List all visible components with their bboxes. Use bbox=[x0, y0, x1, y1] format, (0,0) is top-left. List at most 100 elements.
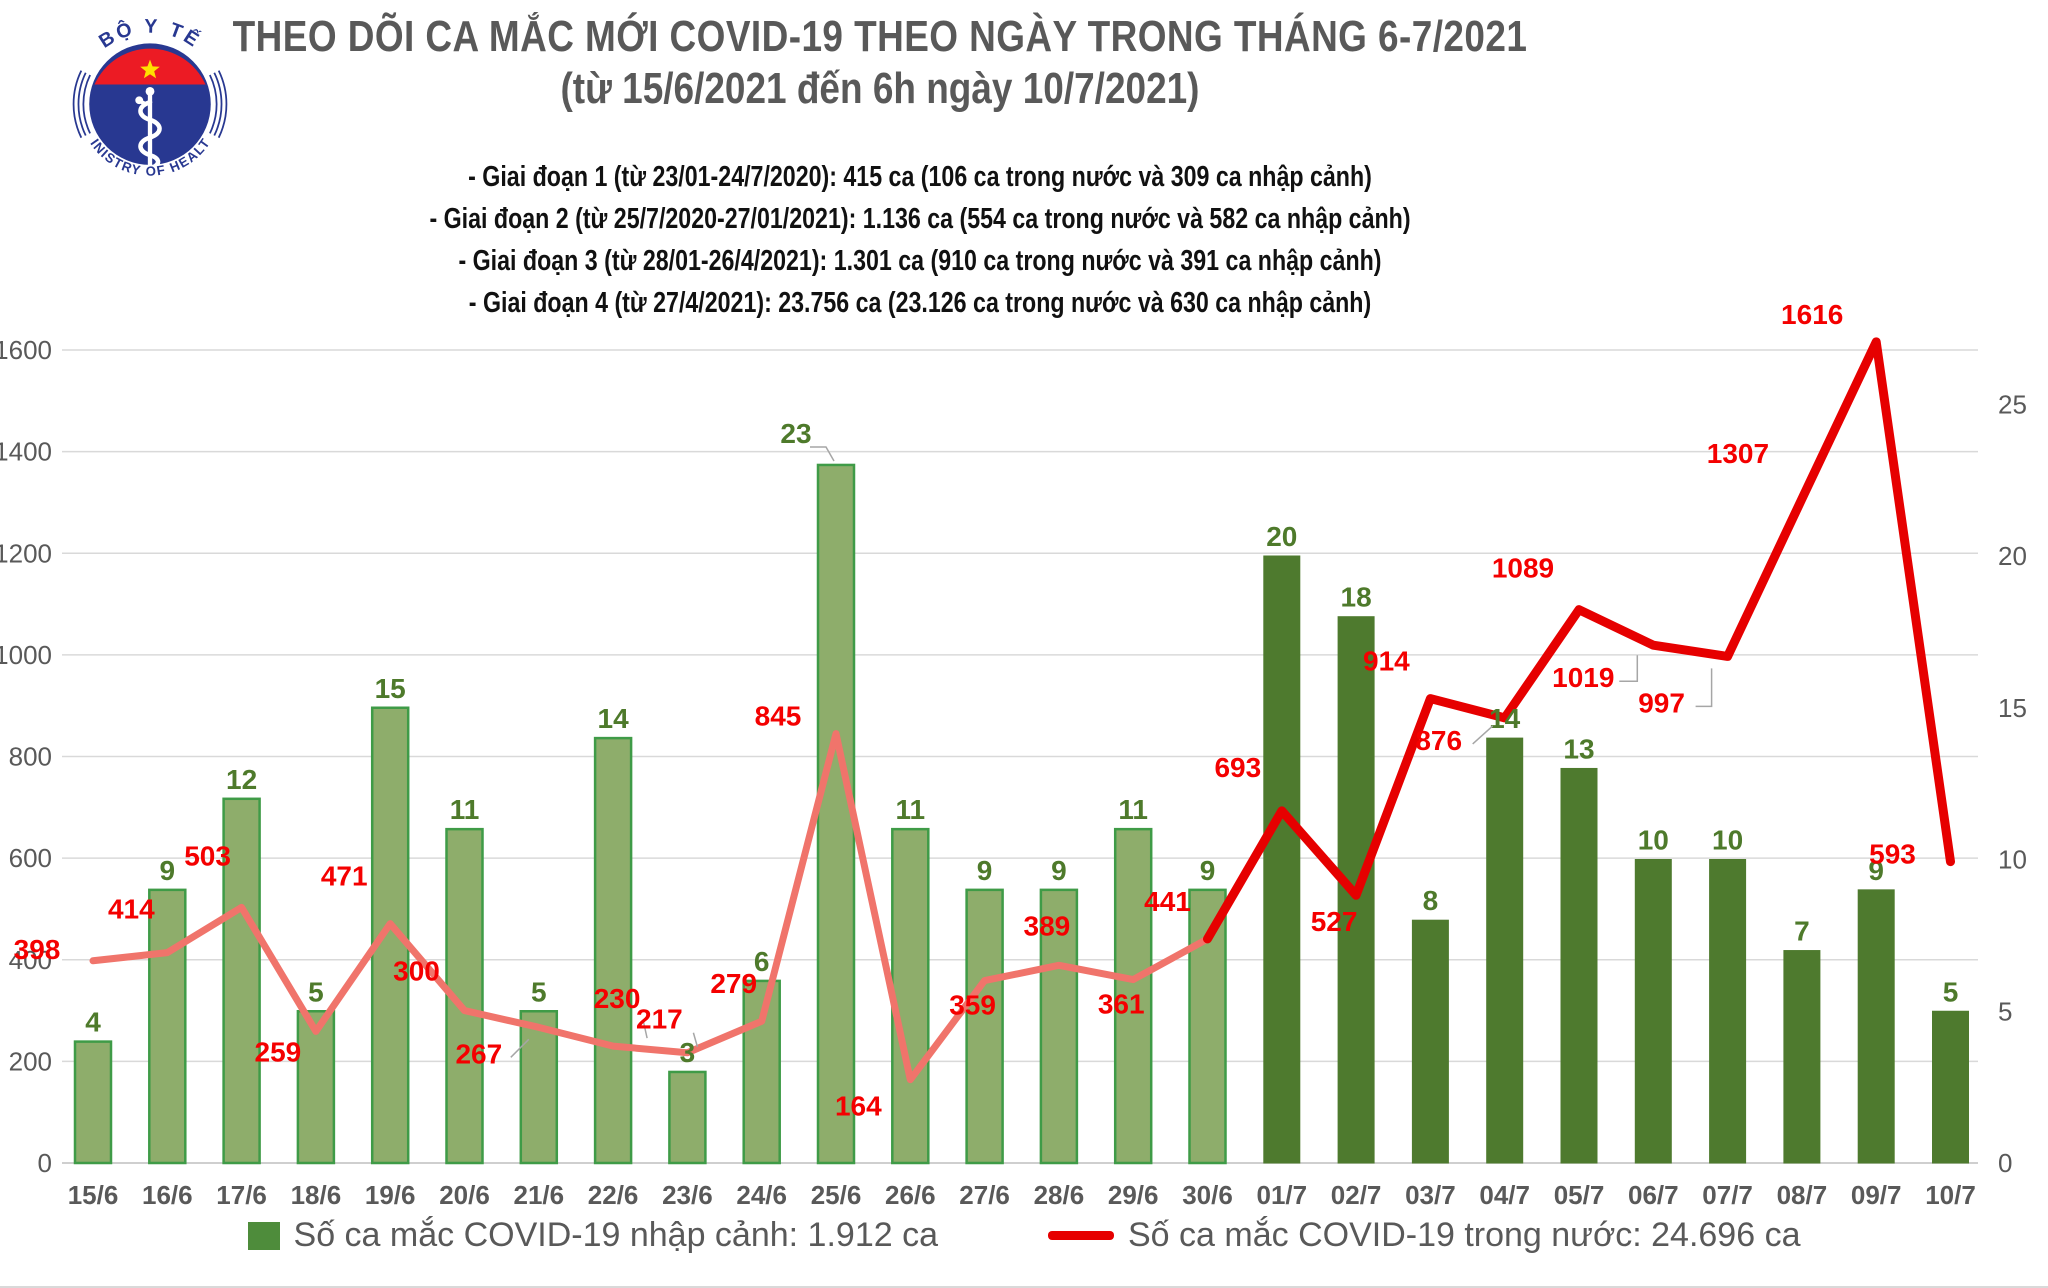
right-axis-tick: 0 bbox=[1998, 1148, 2012, 1178]
bar-22/6 bbox=[593, 736, 633, 1165]
legend-bar-label: Số ca mắc COVID-19 nhập cảnh: 1.912 ca bbox=[293, 1216, 938, 1254]
right-axis-tick: 20 bbox=[1998, 541, 2027, 571]
bar-value-label: 9 bbox=[160, 855, 176, 886]
right-axis-tick: 10 bbox=[1998, 845, 2027, 875]
line-value-label: 876 bbox=[1415, 725, 1462, 756]
ministry-of-health-logo: BỘ Y TẾ MINISTRY OF HEALTH bbox=[52, 8, 228, 179]
x-axis-label: 19/6 bbox=[365, 1180, 416, 1210]
line-value-label: 398 bbox=[14, 934, 61, 965]
line-value-label: 361 bbox=[1098, 989, 1145, 1020]
x-axis-label: 03/7 bbox=[1405, 1180, 1456, 1210]
left-axis-tick: 600 bbox=[9, 843, 52, 873]
bar-value-label: 12 bbox=[226, 764, 257, 795]
label-leader bbox=[1695, 668, 1713, 708]
x-axis-label: 25/6 bbox=[811, 1180, 862, 1210]
line-value-label: 593 bbox=[1869, 839, 1916, 870]
line-value-label: 503 bbox=[184, 840, 231, 871]
x-axis-label: 16/6 bbox=[142, 1180, 193, 1210]
x-axis-label: 26/6 bbox=[885, 1180, 936, 1210]
line-value-label: 279 bbox=[710, 968, 757, 999]
line-value-label: 389 bbox=[1024, 910, 1071, 941]
bar-value-label: 6 bbox=[754, 946, 770, 977]
bar-08/7 bbox=[1783, 950, 1821, 1164]
bar-07/7 bbox=[1709, 859, 1747, 1164]
logo-side-arcs-icon bbox=[72, 70, 228, 139]
line-value-label: 259 bbox=[255, 1036, 302, 1067]
bar-26/6 bbox=[891, 827, 930, 1165]
legend: Số ca mắc COVID-19 nhập cảnh: 1.912 ca S… bbox=[0, 1216, 2048, 1255]
bar-06/7 bbox=[1634, 859, 1672, 1164]
bar-05/7 bbox=[1560, 767, 1598, 1164]
label-leader bbox=[692, 1032, 699, 1047]
line-value-label: 1307 bbox=[1707, 438, 1769, 469]
bar-value-label: 23 bbox=[780, 418, 811, 449]
bar-value-label: 11 bbox=[895, 794, 925, 825]
bar-value-label: 4 bbox=[85, 1007, 101, 1038]
bar-29/6 bbox=[1113, 827, 1153, 1165]
legend-item-domestic: Số ca mắc COVID-19 trong nước: 24.696 ca bbox=[1048, 1216, 1800, 1255]
label-leader bbox=[810, 446, 835, 462]
bar-value-label: 18 bbox=[1341, 582, 1372, 613]
bar-28/6 bbox=[1039, 888, 1079, 1165]
left-axis-tick: 200 bbox=[9, 1046, 52, 1076]
phase-1-line: - Giai đoạn 1 (từ 23/01-24/7/2020): 415 … bbox=[468, 161, 1372, 193]
x-axis-label: 01/7 bbox=[1256, 1180, 1307, 1210]
label-leader bbox=[1472, 725, 1494, 745]
bar-15/6 bbox=[73, 1040, 113, 1165]
left-axis-tick: 1400 bbox=[0, 437, 52, 467]
bar-18/6 bbox=[296, 1010, 336, 1165]
x-axis-label: 04/7 bbox=[1479, 1180, 1530, 1210]
phase-2-line: - Giai đoạn 2 (từ 25/7/2020-27/01/2021):… bbox=[429, 203, 1411, 235]
bar-16/6 bbox=[148, 888, 187, 1165]
line-value-label: 1019 bbox=[1552, 662, 1614, 693]
line-value-label: 1616 bbox=[1781, 299, 1843, 330]
x-axis-label: 27/6 bbox=[959, 1180, 1010, 1210]
x-axis-label: 17/6 bbox=[216, 1180, 267, 1210]
line-value-label: 164 bbox=[835, 1091, 882, 1122]
x-axis-label: 30/6 bbox=[1182, 1180, 1233, 1210]
bar-01/7 bbox=[1263, 555, 1301, 1164]
x-axis-label: 10/7 bbox=[1925, 1180, 1976, 1210]
line-value-label: 217 bbox=[636, 1004, 683, 1035]
x-axis-label: 05/7 bbox=[1554, 1180, 1605, 1210]
bar-23/6 bbox=[668, 1070, 707, 1165]
line-value-label: 359 bbox=[949, 990, 996, 1021]
line-value-label: 230 bbox=[594, 983, 641, 1014]
bar-03/7 bbox=[1411, 919, 1449, 1164]
bar-value-label: 10 bbox=[1712, 825, 1743, 856]
legend-line-label: Số ca mắc COVID-19 trong nước: 24.696 ca bbox=[1128, 1216, 1801, 1254]
star-icon bbox=[140, 59, 160, 79]
asclepius-staff-icon bbox=[135, 87, 162, 179]
left-axis-tick: 1000 bbox=[0, 640, 52, 670]
bar-value-label: 7 bbox=[1794, 916, 1810, 947]
bar-value-label: 14 bbox=[1489, 703, 1521, 734]
label-leader bbox=[642, 1019, 648, 1039]
bar-value-label: 5 bbox=[308, 976, 324, 1007]
left-axis-tick: 1200 bbox=[0, 538, 52, 568]
right-axis-tick: 15 bbox=[1998, 693, 2027, 723]
legend-bar-swatch-icon bbox=[247, 1221, 280, 1250]
x-axis-label: 28/6 bbox=[1034, 1180, 1085, 1210]
label-leader bbox=[510, 1038, 530, 1058]
right-axis-tick: 25 bbox=[1998, 389, 2027, 419]
x-axis-label: 07/7 bbox=[1702, 1180, 1753, 1210]
bar-value-label: 9 bbox=[1051, 855, 1067, 886]
line-value-label: 527 bbox=[1311, 906, 1358, 937]
left-axis-tick: 0 bbox=[38, 1148, 52, 1178]
bar-value-label: 15 bbox=[375, 673, 406, 704]
x-axis-label: 20/6 bbox=[439, 1180, 490, 1210]
phase-4-line: - Giai đoạn 4 (từ 27/4/2021): 23.756 ca … bbox=[468, 287, 1372, 319]
x-axis-label: 29/6 bbox=[1108, 1180, 1159, 1210]
bar-27/6 bbox=[965, 888, 1004, 1165]
bar-value-label: 8 bbox=[1423, 885, 1439, 916]
bar-value-label: 20 bbox=[1266, 521, 1297, 552]
bar-04/7 bbox=[1486, 737, 1524, 1164]
line-value-label: 914 bbox=[1363, 646, 1410, 677]
x-axis-label: 18/6 bbox=[291, 1180, 342, 1210]
phase-3-line: - Giai đoạn 3 (từ 28/01-26/4/2021): 1.30… bbox=[458, 245, 1382, 277]
x-axis-label: 23/6 bbox=[662, 1180, 713, 1210]
x-axis-label: 09/7 bbox=[1851, 1180, 1902, 1210]
bar-21/6 bbox=[519, 1010, 559, 1165]
bar-value-label: 9 bbox=[1868, 855, 1884, 886]
